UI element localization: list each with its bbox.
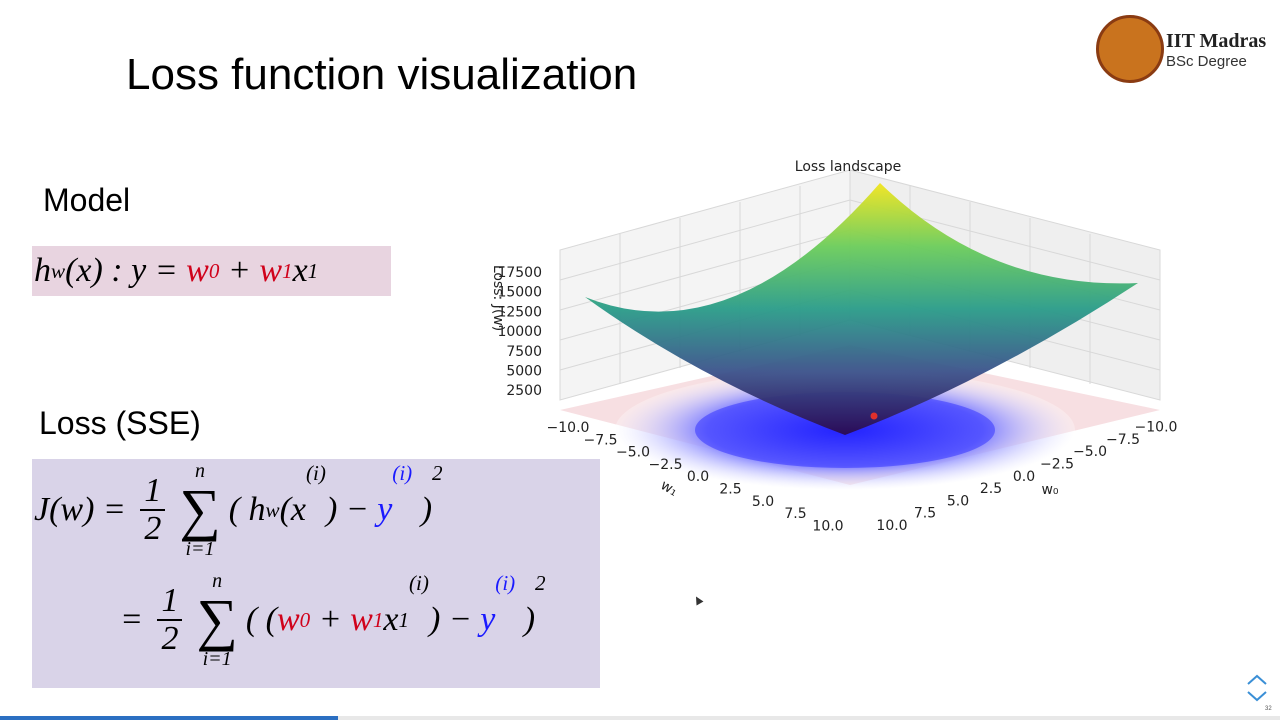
math-subscript: w [265, 497, 280, 522]
tick-label: 2.5 [980, 481, 1002, 497]
tick-label: 7500 [506, 344, 542, 360]
tick-label: −2.5 [649, 457, 683, 473]
math-text: + [219, 252, 260, 289]
math-subscript: 1 [398, 607, 410, 632]
math-text: x [292, 252, 308, 289]
y-axis-label: w₀ [1041, 482, 1058, 498]
tick-label: 7.5 [784, 506, 806, 522]
tick-label: −7.5 [1106, 432, 1140, 448]
math-subscript: 1 [372, 607, 384, 632]
math-text: ) − [428, 601, 481, 638]
numerator: 1 [157, 583, 183, 621]
tick-label: 15000 [497, 285, 542, 301]
tick-label: 5000 [506, 364, 542, 380]
math-superscript: 2 [535, 571, 546, 595]
math-text: (x [279, 491, 307, 528]
tick-label: 10000 [497, 324, 542, 340]
tick-label: −10.0 [547, 420, 590, 436]
math-text: w [186, 252, 209, 289]
math-superscript: (i) [409, 571, 429, 595]
logo-subtitle: BSc Degree [1166, 53, 1247, 70]
plot-title: Loss landscape [795, 159, 901, 175]
math-text: y [377, 491, 393, 528]
sum-symbol: ∑ [196, 587, 238, 652]
model-label: Model [43, 182, 131, 218]
summation: n ∑ i=1 [196, 571, 237, 669]
sum-upper: n [195, 460, 206, 482]
math-subscript: 1 [307, 258, 319, 283]
denominator: 2 [161, 620, 179, 657]
math-text: + [310, 601, 351, 638]
tick-label: 0.0 [687, 469, 709, 485]
tick-label: 5.0 [752, 494, 774, 510]
loss-surface [585, 183, 1138, 435]
math-text: J(w) = [34, 491, 135, 528]
progress-track [0, 716, 1280, 720]
math-text: ) [515, 601, 536, 638]
next-slide[interactable] [1247, 691, 1267, 702]
math-text: w [276, 601, 300, 638]
mouse-cursor [692, 594, 704, 606]
z-axis-label: Loss: J(w) [490, 265, 506, 331]
math-text: w [350, 601, 373, 638]
summation: n ∑ i=1 [179, 461, 220, 559]
loss-label: Loss (SSE) [39, 405, 201, 441]
math-text: ( h [228, 491, 266, 528]
logo-name: IIT Madras [1166, 30, 1267, 52]
numerator: 1 [140, 473, 166, 511]
page-number: 32 [1265, 706, 1272, 712]
math-text: ) [412, 491, 433, 528]
tick-label: −5.0 [616, 445, 650, 461]
slide-title: Loss function visualization [126, 50, 638, 99]
logo-emblem [1096, 15, 1164, 83]
math-text: = [120, 601, 152, 638]
tick-label: −2.5 [1040, 457, 1074, 473]
tick-label: 12500 [497, 304, 542, 320]
math-subscript: 0 [299, 607, 311, 632]
math-text: (x) : y = [65, 252, 187, 289]
sum-upper: n [212, 570, 223, 592]
sum-symbol: ∑ [179, 477, 221, 542]
nav-arrows[interactable] [1244, 670, 1270, 706]
x-axis-label: w₁ [658, 477, 681, 499]
denominator: 2 [144, 510, 162, 547]
tick-label: 2.5 [719, 482, 741, 498]
math-superscript: (i) [495, 571, 516, 595]
tick-label: 2500 [506, 383, 542, 399]
math-text: w [259, 252, 283, 289]
tick-label: 10.0 [812, 518, 843, 534]
sum-lower: i=1 [185, 538, 215, 560]
sum-lower: i=1 [202, 648, 232, 670]
tick-label: 17500 [497, 265, 542, 281]
tick-label: 5.0 [947, 493, 969, 509]
minimum-point [870, 412, 878, 420]
loss-formula-line: J(w) = 1 2 n ∑ i=1( h w (x (i)) − y (i) ) 2 [34, 461, 443, 559]
tick-label: −10.0 [1135, 420, 1178, 436]
math-text: x [383, 601, 399, 638]
loss-formula-line: = 1 2 n ∑ i=1( (w 0 + w 1 x 1 (i)) − y (i) ) 2 [120, 571, 546, 669]
math-superscript: (i) [306, 461, 326, 485]
tick-label: 0.0 [1013, 469, 1035, 485]
progress-bar [0, 716, 338, 720]
loss-plot: Loss landscape Loss: J(w) w₁ w₀ 17500 150… [490, 159, 1178, 534]
math-text: ( ( [245, 601, 277, 638]
math-superscript: 2 [432, 461, 443, 485]
tick-label: −7.5 [584, 432, 618, 448]
tick-label: 10.0 [876, 518, 907, 534]
math-superscript: (i) [392, 461, 413, 485]
tick-label: 7.5 [914, 506, 936, 522]
tick-label: −5.0 [1073, 444, 1107, 460]
math-text: h [34, 252, 51, 289]
math-subscript: w [51, 258, 66, 283]
math-subscript: 1 [282, 258, 293, 283]
math-text: y [480, 601, 496, 638]
math-text: ) − [325, 491, 378, 528]
math-subscript: 0 [208, 258, 220, 283]
prev-slide[interactable] [1247, 674, 1267, 685]
